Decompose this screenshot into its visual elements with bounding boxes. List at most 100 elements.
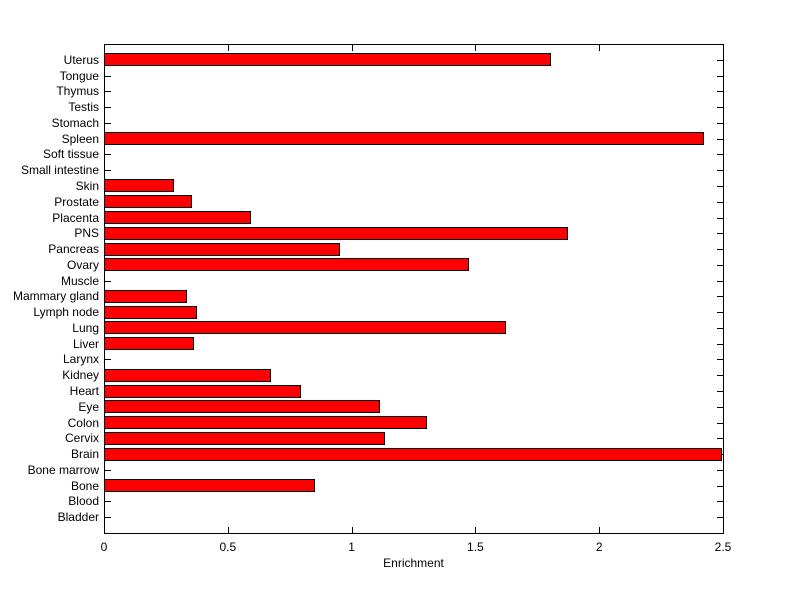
category-label-bladder: Bladder — [57, 510, 99, 525]
y-tick-right-small-intestine — [717, 170, 723, 171]
y-tick-right-tongue — [717, 76, 723, 77]
x-tick-top — [723, 45, 724, 51]
category-label-thymus: Thymus — [56, 84, 99, 99]
category-label-cervix: Cervix — [64, 431, 99, 446]
x-tick-top — [104, 45, 105, 51]
category-label-liver: Liver — [72, 336, 99, 351]
y-tick-right-muscle — [717, 281, 723, 282]
bar-liver — [104, 337, 194, 350]
y-tick-left-larynx — [105, 359, 111, 360]
category-label-placenta: Placenta — [52, 210, 99, 225]
category-label-eye: Eye — [78, 399, 99, 414]
x-tick-bottom — [104, 527, 105, 533]
category-label-stomach: Stomach — [51, 115, 99, 130]
category-label-uterus: Uterus — [63, 52, 99, 67]
bar-kidney — [104, 369, 271, 382]
y-tick-right-eye — [717, 407, 723, 408]
y-tick-right-soft-tissue — [717, 154, 723, 155]
category-label-pancreas: Pancreas — [48, 242, 99, 257]
y-tick-right-skin — [717, 186, 723, 187]
y-tick-right-uterus — [717, 60, 723, 61]
y-tick-left-muscle — [105, 281, 111, 282]
y-tick-left-bladder — [105, 517, 111, 518]
y-tick-right-bladder — [717, 517, 723, 518]
bar-ovary — [104, 258, 469, 271]
category-label-lymph-node: Lymph node — [33, 305, 99, 320]
category-label-bone: Bone — [70, 478, 99, 493]
category-label-skin: Skin — [75, 178, 99, 193]
category-label-pns: PNS — [74, 226, 99, 241]
y-tick-right-thymus — [717, 91, 723, 92]
y-tick-right-prostate — [717, 202, 723, 203]
y-tick-right-bone-marrow — [717, 470, 723, 471]
y-tick-left-thymus — [105, 91, 111, 92]
y-tick-right-bone — [717, 486, 723, 487]
category-label-kidney: Kidney — [62, 368, 99, 383]
category-label-blood: Blood — [68, 494, 99, 509]
bar-placenta — [104, 211, 251, 224]
bar-pancreas — [104, 243, 340, 256]
x-tick-bottom — [475, 527, 476, 533]
x-tick-label-0.5: 0.5 — [219, 540, 237, 554]
bar-skin — [104, 179, 174, 192]
y-tick-left-small-intestine — [105, 170, 111, 171]
bar-spleen — [104, 132, 704, 145]
x-axis-title: Enrichment — [383, 556, 444, 570]
bar-mammary-gland — [104, 290, 187, 303]
y-tick-right-lung — [717, 328, 723, 329]
y-tick-right-placenta — [717, 218, 723, 219]
category-label-ovary: Ovary — [66, 257, 99, 272]
y-tick-right-colon — [717, 423, 723, 424]
bar-pns — [104, 227, 568, 240]
x-tick-top — [228, 45, 229, 51]
y-tick-right-lymph-node — [717, 312, 723, 313]
category-label-prostate: Prostate — [54, 194, 99, 209]
bar-lung — [104, 321, 506, 334]
category-label-bone-marrow: Bone marrow — [27, 462, 99, 477]
bar-lymph-node — [104, 306, 197, 319]
category-label-lung: Lung — [72, 320, 99, 335]
y-tick-left-blood — [105, 501, 111, 502]
x-tick-label-0: 0 — [100, 540, 108, 554]
category-label-tongue: Tongue — [59, 68, 99, 83]
y-tick-right-stomach — [717, 123, 723, 124]
y-tick-left-testis — [105, 107, 111, 108]
bar-prostate — [104, 195, 192, 208]
category-label-muscle: Muscle — [60, 273, 99, 288]
y-tick-right-spleen — [717, 139, 723, 140]
category-label-heart: Heart — [69, 384, 99, 399]
y-tick-right-ovary — [717, 265, 723, 266]
x-tick-top — [475, 45, 476, 51]
y-tick-left-stomach — [105, 123, 111, 124]
category-label-soft-tissue: Soft tissue — [42, 147, 99, 162]
category-label-spleen: Spleen — [61, 131, 99, 146]
category-label-small-intestine: Small intestine — [20, 163, 99, 178]
x-tick-bottom — [599, 527, 600, 533]
x-tick-label-1: 1 — [348, 540, 355, 554]
x-tick-top — [352, 45, 353, 51]
bar-uterus — [104, 53, 551, 66]
bar-brain — [104, 448, 722, 461]
y-tick-right-mammary-gland — [717, 296, 723, 297]
x-tick-bottom — [228, 527, 229, 533]
y-tick-right-kidney — [717, 375, 723, 376]
bar-colon — [104, 416, 427, 429]
category-label-colon: Colon — [67, 415, 99, 430]
y-tick-right-testis — [717, 107, 723, 108]
bar-eye — [104, 400, 380, 413]
y-tick-right-heart — [717, 391, 723, 392]
bar-heart — [104, 385, 301, 398]
category-label-mammary-gland: Mammary gland — [12, 289, 99, 304]
y-tick-right-cervix — [717, 438, 723, 439]
y-tick-left-bone-marrow — [105, 470, 111, 471]
y-tick-right-blood — [717, 501, 723, 502]
y-tick-right-liver — [717, 344, 723, 345]
x-tick-label-2.5: 2.5 — [714, 540, 732, 554]
category-label-larynx: Larynx — [62, 352, 99, 367]
category-label-testis: Testis — [68, 100, 99, 115]
x-tick-bottom — [723, 527, 724, 533]
y-tick-right-pns — [717, 233, 723, 234]
category-label-brain: Brain — [70, 447, 99, 462]
bar-bone — [104, 479, 315, 492]
